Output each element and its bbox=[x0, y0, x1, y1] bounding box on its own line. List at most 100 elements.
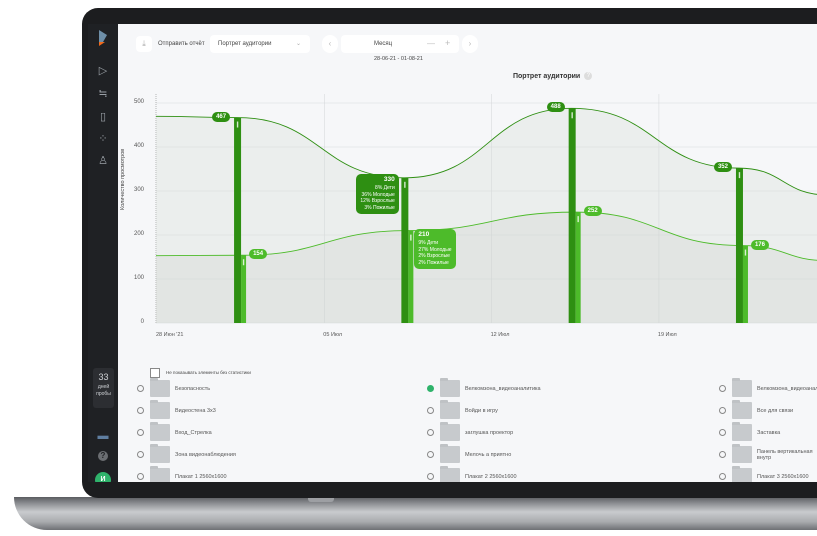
y-tick-label: 500 bbox=[133, 99, 144, 105]
bar bbox=[408, 230, 414, 323]
radio-button[interactable] bbox=[137, 451, 144, 458]
list-item[interactable]: заглушка проектор bbox=[427, 422, 514, 441]
value-label: 467 bbox=[212, 111, 231, 122]
trial-badge[interactable]: 33 дней пробы bbox=[93, 368, 114, 408]
radio-button[interactable] bbox=[427, 429, 434, 436]
radio-button[interactable] bbox=[719, 407, 726, 414]
person-icon bbox=[738, 172, 741, 179]
play-icon[interactable]: ▷ bbox=[98, 65, 108, 77]
radio-button[interactable] bbox=[427, 451, 434, 458]
help-icon[interactable]: ? bbox=[584, 72, 593, 80]
list-item[interactable]: Все для связи bbox=[719, 400, 794, 419]
radio-button[interactable] bbox=[137, 429, 144, 436]
radio-button[interactable] bbox=[719, 429, 726, 436]
monitor-icon[interactable]: ▬ bbox=[97, 430, 109, 442]
file-icon[interactable]: ▯ bbox=[99, 111, 107, 123]
help-icon[interactable]: ? bbox=[98, 451, 108, 461]
next-period-button[interactable]: › bbox=[462, 35, 478, 53]
tooltip-line: 27% Молодые bbox=[418, 246, 452, 253]
list-item[interactable]: Плакат 2 2560x1600 bbox=[427, 466, 517, 482]
chevron-down-icon: ⌄ bbox=[296, 41, 302, 47]
plus-icon[interactable]: + bbox=[445, 38, 451, 48]
tooltip-line: 12% Взрослые bbox=[360, 198, 395, 205]
list-item[interactable]: Зона видеонаблюдения bbox=[137, 444, 236, 463]
chart-title-bar: Портрет аудитории ? bbox=[513, 72, 593, 80]
person-icon bbox=[410, 234, 412, 241]
minus-icon[interactable]: — bbox=[427, 39, 435, 48]
series-area bbox=[156, 108, 817, 323]
y-tick-label: 0 bbox=[140, 319, 144, 325]
bar bbox=[568, 108, 576, 323]
tooltip: 210 9% Дети 27% Молодые 2% Взрослые 2% Пожил… bbox=[414, 228, 456, 270]
x-tick-label: 05 Июл bbox=[323, 332, 343, 338]
list-item[interactable]: Вход_Стрелка bbox=[137, 422, 212, 441]
list-item[interactable]: Мелочь а приятно bbox=[427, 444, 512, 463]
x-tick-label: 12 Июл bbox=[490, 332, 510, 338]
radio-button[interactable] bbox=[137, 407, 144, 414]
list-item-label: Заставка bbox=[757, 429, 781, 436]
radio-button[interactable] bbox=[427, 385, 434, 392]
bar bbox=[241, 255, 247, 323]
radio-button[interactable] bbox=[427, 407, 434, 414]
list-item[interactable]: Заставка bbox=[719, 422, 781, 441]
list-item[interactable]: Велкомзона_видеоаналитика bbox=[719, 378, 817, 397]
folder-icon bbox=[440, 466, 460, 482]
list-item-label: Плакат 3 2560x1600 bbox=[757, 473, 809, 480]
radio-button[interactable] bbox=[427, 473, 434, 480]
list-item[interactable]: Безопасность bbox=[137, 378, 210, 397]
tooltip-line: 3% Пожилые bbox=[364, 204, 395, 211]
radio-button[interactable] bbox=[137, 473, 144, 480]
user-icon[interactable]: ♙ bbox=[98, 155, 108, 167]
folder-icon bbox=[440, 400, 460, 419]
avatar[interactable]: И bbox=[95, 472, 111, 482]
prev-period-button[interactable]: ‹ bbox=[322, 35, 338, 53]
folder-icon bbox=[150, 378, 170, 397]
hide-empty-checkbox[interactable] bbox=[150, 368, 160, 378]
sliders-icon[interactable]: ≒ bbox=[98, 88, 108, 100]
logo[interactable] bbox=[97, 30, 109, 46]
x-tick-label: 19 Июл bbox=[657, 332, 677, 338]
loader-icon[interactable]: ⁘ bbox=[98, 133, 108, 145]
list-item-label: заглушка проектор bbox=[465, 429, 514, 436]
list-item[interactable]: Видеостена 3x3 bbox=[137, 400, 216, 419]
chart-title: Портрет аудитории bbox=[513, 72, 581, 80]
folder-icon bbox=[732, 378, 752, 397]
list-item-label: Вход_Стрелка bbox=[175, 429, 212, 436]
list-item-label: Видеостена 3x3 bbox=[175, 407, 216, 414]
report-select-value: Портрет аудитории bbox=[218, 41, 272, 47]
hide-empty-label: Не показывать элементы без статистики bbox=[166, 370, 251, 375]
bar bbox=[735, 168, 743, 323]
folder-icon bbox=[732, 400, 752, 419]
value-label: 488 bbox=[546, 102, 565, 113]
send-report-button[interactable]: Отправить отчёт bbox=[158, 41, 205, 47]
list-item[interactable]: Плакат 3 2560x1600 bbox=[719, 466, 809, 482]
radio-button[interactable] bbox=[137, 385, 144, 392]
laptop-base bbox=[14, 497, 817, 530]
y-tick-label: 100 bbox=[133, 275, 144, 281]
list-item-label: Мелочь а приятно bbox=[465, 451, 512, 458]
person-icon bbox=[577, 216, 579, 223]
radio-button[interactable] bbox=[719, 451, 726, 458]
screen: ▷ ≒ ▯ ⁘ ♙ 33 дней пробы ▬ ? И ⤓ Отправит… bbox=[88, 24, 817, 482]
report-select[interactable]: Портрет аудитории ⌄ bbox=[210, 35, 310, 53]
list-item-label: Панель вертикальная внутр bbox=[756, 448, 813, 461]
laptop-notch bbox=[308, 497, 334, 502]
y-tick-label: 300 bbox=[133, 187, 144, 193]
list-item-label: Все для связи bbox=[757, 407, 794, 414]
bar bbox=[742, 245, 748, 323]
list-item[interactable]: Плакат 1 2560x1600 bbox=[137, 466, 227, 482]
list-item[interactable]: Панель вертикальная внутр bbox=[719, 444, 817, 463]
download-icon[interactable]: ⤓ bbox=[136, 36, 152, 52]
folder-icon bbox=[440, 422, 460, 441]
tooltip-line: 36% Молодые bbox=[361, 191, 395, 198]
period-selector: Месяц — + bbox=[341, 35, 459, 53]
radio-button[interactable] bbox=[719, 473, 726, 480]
person-icon bbox=[242, 259, 245, 266]
list-item-label: Зона видеонаблюдения bbox=[175, 451, 236, 458]
list-item[interactable]: Войди в игру bbox=[427, 400, 498, 419]
radio-button[interactable] bbox=[719, 385, 726, 392]
folder-icon bbox=[731, 444, 752, 463]
list-item[interactable]: Велкомзона_видеоаналитика bbox=[427, 378, 541, 397]
bar bbox=[401, 177, 409, 323]
date-range: 28-06-21 - 01-08-21 bbox=[374, 56, 423, 62]
